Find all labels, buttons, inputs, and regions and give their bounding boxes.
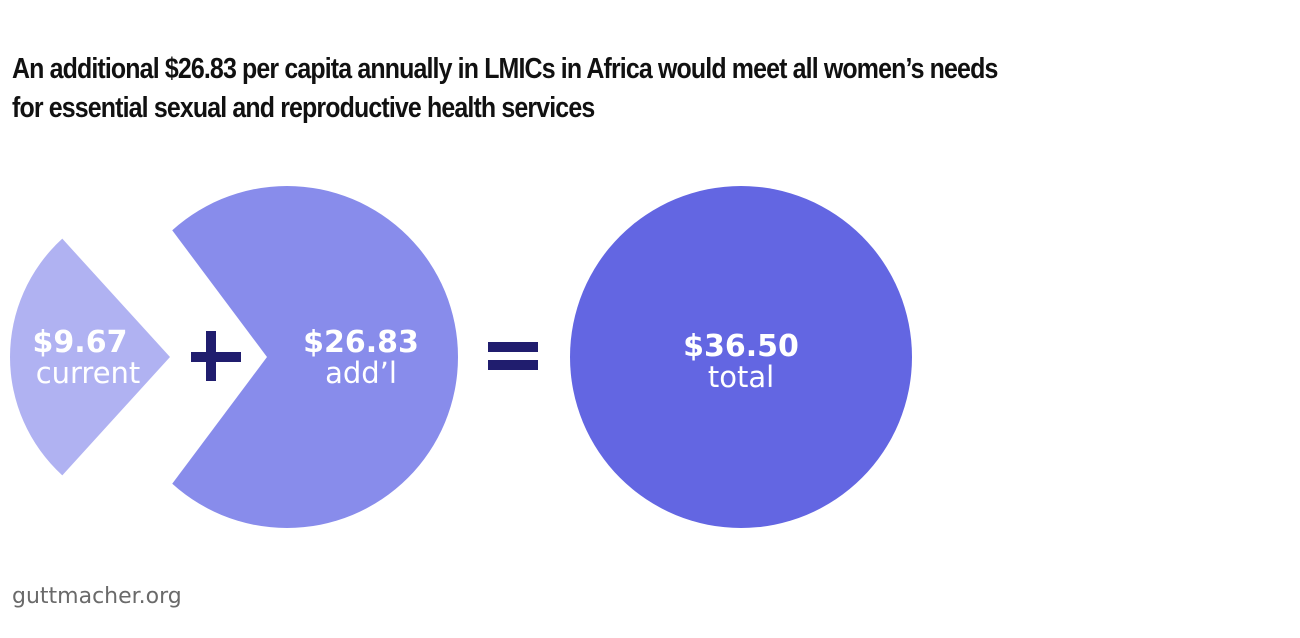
title-line-2: for essential sexual and reproductive he… — [12, 92, 595, 124]
chart-title: An additional $26.83 per capita annually… — [12, 50, 1001, 128]
total-circle — [570, 186, 912, 528]
total-label: total — [708, 360, 774, 394]
addl-notch — [110, 180, 267, 534]
addl-label: add’l — [325, 356, 397, 390]
addl-value-label: $26.83 — [303, 325, 419, 360]
current-value-label: $9.67 — [33, 325, 128, 360]
plus-sign-v — [206, 331, 216, 381]
equals-sign-top — [488, 342, 538, 352]
current-slice — [10, 238, 171, 476]
total-value-label: $36.50 — [683, 329, 799, 364]
current-label: current — [36, 356, 141, 390]
title-line-1: An additional $26.83 per capita annually… — [12, 53, 998, 85]
source-credit: guttmacher.org — [12, 584, 182, 609]
equals-sign-bottom — [488, 360, 538, 370]
